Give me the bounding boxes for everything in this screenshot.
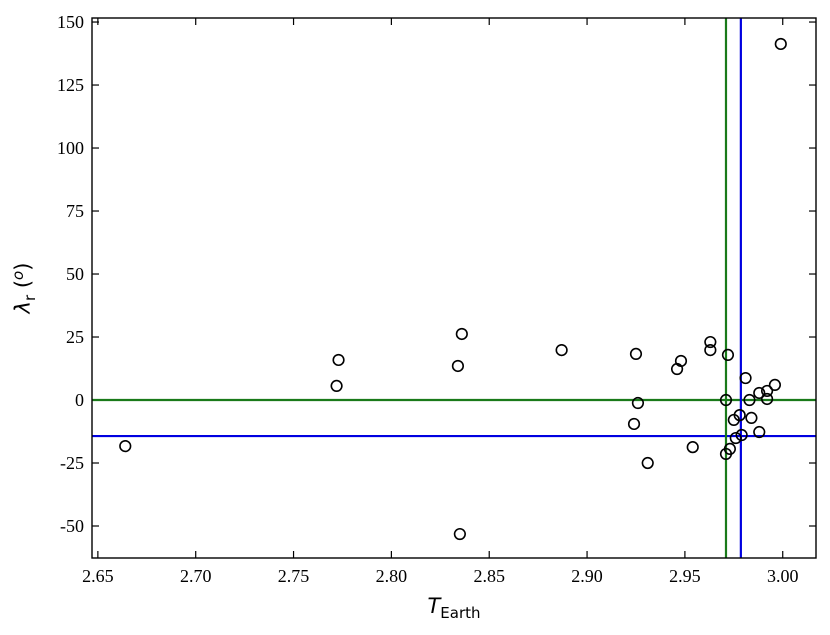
y-tick-label: -50 [60, 516, 84, 536]
data-point [704, 344, 717, 357]
y-tick-label: 0 [75, 390, 84, 410]
x-tick-label: 2.75 [278, 566, 310, 586]
data-point [760, 384, 774, 398]
y-tick-label: 25 [66, 327, 84, 347]
data-point [733, 409, 746, 422]
y-label-text: ( [11, 280, 35, 295]
data-point [760, 392, 774, 406]
data-point [739, 371, 752, 385]
plot-frame [91, 17, 817, 559]
data-point [721, 348, 735, 362]
x-tick-label: 3.00 [767, 566, 799, 586]
y-tick-label: -25 [60, 453, 84, 473]
data-point [723, 442, 737, 455]
y-tick-label: 150 [57, 12, 84, 32]
data-point [704, 335, 717, 349]
y-axis-label: λr (o) [9, 263, 39, 315]
data-point [631, 396, 645, 410]
y-tick-label: 75 [66, 201, 84, 221]
y-tick-label: 100 [57, 138, 84, 158]
y-label-superscript: o [9, 271, 27, 280]
y-tick-label: 125 [57, 75, 84, 95]
data-point [674, 354, 688, 368]
data-point [745, 411, 758, 424]
y-tick-label: 50 [66, 264, 84, 284]
x-tick-label: 2.90 [571, 566, 603, 586]
data-point [735, 428, 748, 442]
data-point [332, 353, 345, 367]
x-tick-label: 2.95 [669, 566, 701, 586]
data-point [330, 379, 343, 392]
data-point [768, 378, 782, 391]
data-point [451, 359, 465, 373]
data-point [743, 393, 756, 407]
data-point [753, 386, 766, 400]
data-point [555, 344, 568, 357]
y-label-subscript: r [21, 294, 39, 301]
x-label-symbol: T [427, 594, 442, 618]
data-point [119, 440, 132, 453]
data-point [774, 37, 787, 51]
y-label-text: ) [11, 263, 35, 271]
data-point [641, 456, 654, 470]
x-tick-label: 2.65 [82, 566, 114, 586]
data-point [719, 393, 733, 407]
data-point [753, 425, 766, 439]
data-point [455, 327, 468, 341]
data-point [453, 527, 466, 541]
data-point [686, 441, 699, 454]
x-axis-label: TEarth [427, 594, 480, 622]
data-point [627, 417, 641, 431]
x-tick-label: 2.70 [180, 566, 212, 586]
y-label-symbol: λ [11, 301, 35, 314]
x-label-subscript: Earth [440, 604, 480, 622]
data-point [729, 431, 742, 445]
x-tick-label: 2.85 [473, 566, 505, 586]
x-tick-label: 2.80 [376, 566, 408, 586]
data-point [629, 347, 643, 360]
